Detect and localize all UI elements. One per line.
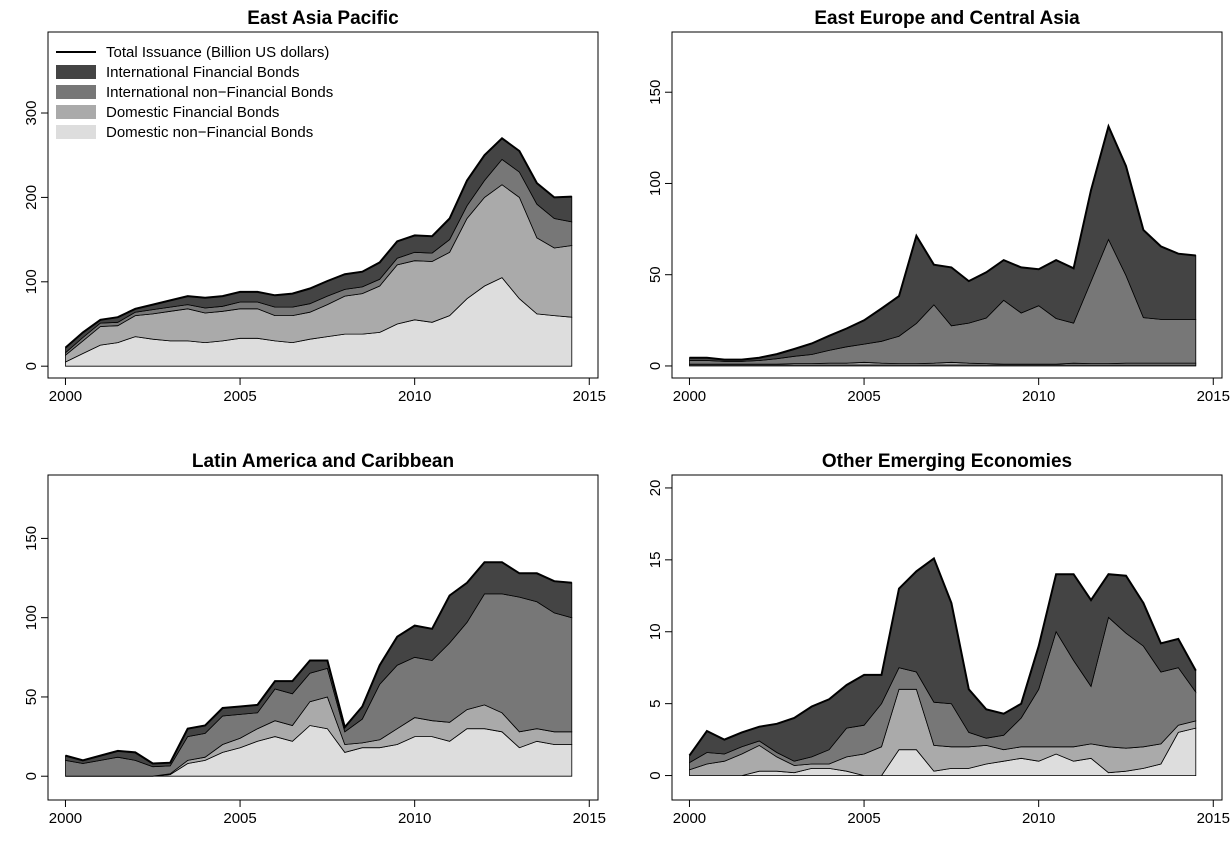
y-tick-label: 50 — [647, 266, 664, 283]
chart-title: Latin America and Caribbean — [192, 451, 454, 472]
legend-label: Domestic Financial Bonds — [106, 104, 279, 121]
y-tick-label: 0 — [23, 362, 40, 370]
x-tick-label: 2000 — [49, 388, 82, 405]
y-tick-label: 300 — [23, 100, 40, 125]
y-tick-label: 100 — [23, 605, 40, 630]
x-tick-label: 2010 — [398, 810, 431, 827]
total-line — [688, 556, 1197, 756]
chart-title: East Asia Pacific — [247, 8, 399, 29]
areas — [64, 136, 573, 367]
legend-label: International non−Financial Bonds — [106, 84, 333, 101]
x-tick-label: 2000 — [673, 810, 706, 827]
chart-title: East Europe and Central Asia — [814, 8, 1080, 29]
y-tick-label: 0 — [647, 362, 664, 370]
areas — [689, 123, 1197, 367]
legend-swatch — [56, 125, 96, 139]
y-tick-label: 20 — [647, 480, 664, 497]
chart-title: Other Emerging Economies — [822, 451, 1072, 472]
y-tick-label: 150 — [647, 80, 664, 105]
areas — [688, 556, 1197, 776]
x-tick-label: 2000 — [49, 810, 82, 827]
y-tick-label: 15 — [647, 552, 664, 569]
x-tick-label: 2015 — [573, 810, 606, 827]
total-line — [65, 561, 572, 765]
y-tick-label: 5 — [647, 699, 664, 707]
panel: East Europe and Central Asia 2000 2005 2010… — [647, 8, 1230, 405]
legend-swatch — [56, 65, 96, 79]
plot-frame — [671, 31, 1223, 379]
legend-label: Total Issuance (Billion US dollars) — [106, 44, 329, 61]
legend-swatch — [56, 105, 96, 119]
y-tick-label: 150 — [23, 526, 40, 551]
legend-label: International Financial Bonds — [106, 64, 299, 81]
total-line — [64, 136, 572, 349]
x-tick-label: 2005 — [223, 388, 256, 405]
panel: East Asia Pacific 2000 2005 2010 2015 0 100 200… — [23, 8, 606, 405]
x-tick-label: 2005 — [847, 810, 880, 827]
y-tick-label: 100 — [23, 269, 40, 294]
y-tick-label: 0 — [23, 772, 40, 780]
y-tick-label: 0 — [647, 771, 664, 779]
x-tick-label: 2005 — [223, 810, 256, 827]
y-tick-label: 200 — [23, 185, 40, 210]
plot-frame — [671, 474, 1223, 801]
panel: Latin America and Caribbean 2000 2005 2010 2… — [23, 451, 606, 827]
x-tick-label: 2010 — [1022, 388, 1055, 405]
y-tick-label: 50 — [23, 689, 40, 706]
x-tick-label: 2015 — [1197, 388, 1230, 405]
x-tick-label: 2015 — [1197, 810, 1230, 827]
areas — [65, 561, 573, 777]
x-tick-label: 2000 — [673, 388, 706, 405]
plot-frame — [47, 474, 599, 801]
y-tick-label: 10 — [647, 623, 664, 640]
plot-frame — [47, 31, 599, 379]
legend-swatch — [56, 85, 96, 99]
x-tick-label: 2005 — [847, 388, 880, 405]
total-line — [689, 123, 1196, 361]
y-tick-label: 100 — [647, 171, 664, 196]
x-tick-label: 2010 — [398, 388, 431, 405]
x-tick-label: 2015 — [573, 388, 606, 405]
legend-label: Domestic non−Financial Bonds — [106, 124, 313, 141]
x-tick-label: 2010 — [1022, 810, 1055, 827]
